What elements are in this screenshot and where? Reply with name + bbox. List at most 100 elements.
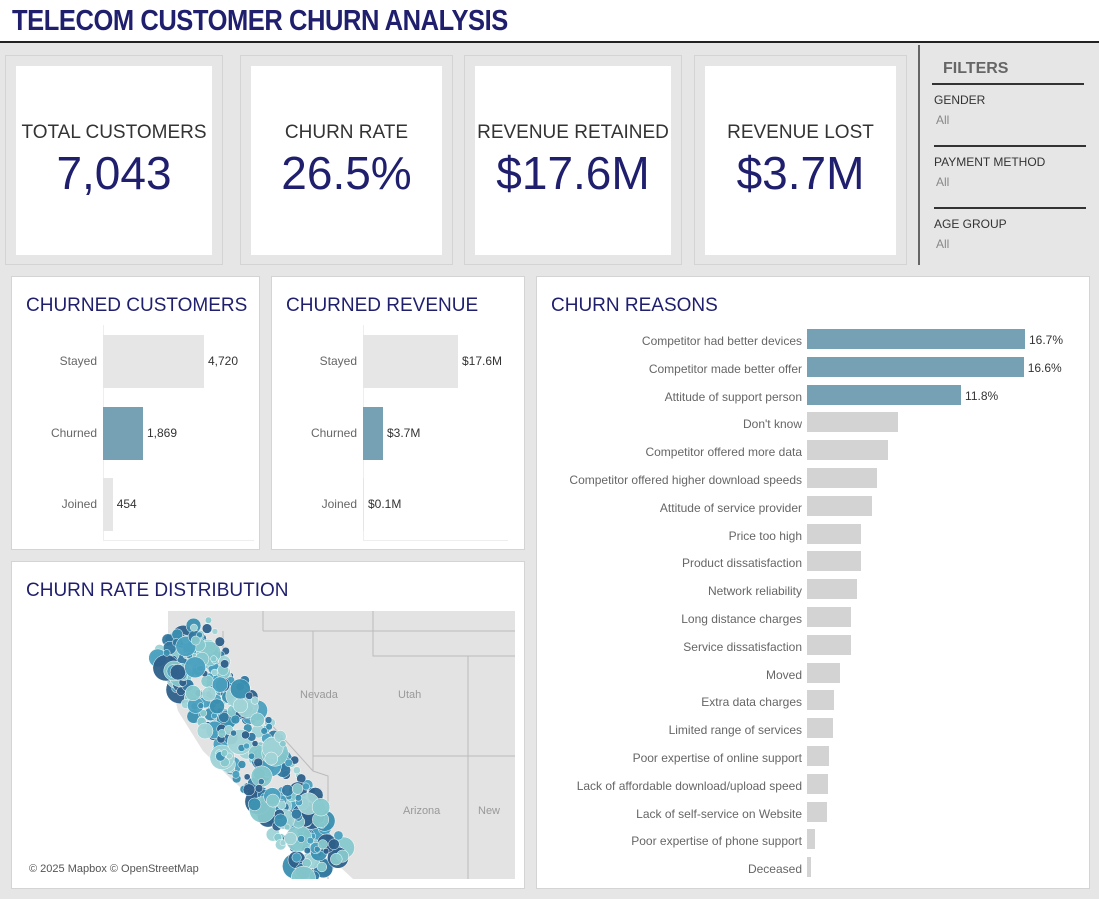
reason-bar[interactable] — [807, 440, 888, 461]
map-point — [302, 782, 310, 791]
filter-dropdown[interactable]: All — [936, 113, 950, 127]
reason-bar[interactable] — [807, 551, 861, 572]
bar[interactable] — [103, 406, 143, 460]
reason-label: Moved — [765, 667, 802, 682]
map-point — [316, 861, 328, 873]
bar[interactable] — [363, 335, 458, 388]
churn-reasons-title: CHURN REASONS — [551, 295, 718, 316]
reason-bar[interactable] — [807, 829, 815, 850]
map-point — [201, 686, 217, 702]
reason-label: Lack of self-service on Website — [636, 806, 802, 821]
map-point — [190, 623, 198, 632]
kpi-card: TOTAL CUSTOMERS 7,043 — [5, 55, 223, 265]
map-point — [248, 752, 256, 760]
map-point — [204, 616, 213, 624]
map-point — [273, 813, 288, 828]
map-state-label: New — [478, 805, 500, 817]
reason-bar[interactable] — [807, 523, 861, 544]
churned-revenue-title: CHURNED REVENUE — [286, 295, 479, 316]
reason-bar[interactable] — [807, 579, 857, 600]
reason-bar[interactable] — [807, 690, 835, 711]
bar-label: Churned — [50, 425, 97, 440]
churn-map[interactable]: Nevada Utah Arizona New — [23, 611, 515, 879]
reason-bar[interactable] — [807, 857, 811, 878]
bar-label: Stayed — [59, 354, 97, 368]
reason-label: Poor expertise of online support — [632, 751, 802, 765]
reason-label: Don't know — [743, 417, 802, 432]
map-point — [242, 783, 256, 797]
map-point — [210, 655, 218, 663]
reason-value: 11.8% — [965, 388, 999, 403]
bar-label: Joined — [321, 497, 357, 511]
map-point — [214, 636, 225, 647]
bar[interactable] — [103, 478, 113, 531]
reason-bar[interactable] — [807, 773, 828, 794]
map-point — [232, 698, 248, 714]
reason-label: Competitor had better devices — [641, 334, 802, 348]
map-point — [251, 740, 259, 747]
filters-title: FILTERS — [943, 60, 1009, 77]
bar-value: 454 — [116, 497, 137, 511]
reason-bar[interactable] — [807, 634, 852, 655]
map-point — [184, 656, 206, 679]
reason-label: Long distance charges — [681, 612, 802, 626]
map-attribution[interactable]: © 2025 Mapbox © OpenStreetMap — [26, 862, 202, 876]
map-point — [230, 714, 241, 725]
map-point — [211, 676, 229, 693]
map-point — [322, 847, 330, 855]
filter-label: GENDER — [934, 93, 986, 107]
map-point — [201, 623, 213, 634]
reason-bar[interactable] — [807, 662, 840, 683]
filter-dropdown[interactable]: All — [936, 175, 950, 189]
map-point — [237, 760, 247, 769]
axis-line — [103, 540, 254, 541]
map-point — [200, 674, 214, 688]
map-point — [217, 729, 227, 738]
churn-reasons-panel: CHURN REASONS Competitor had better devi… — [536, 276, 1090, 889]
reason-bar[interactable] — [807, 468, 878, 488]
bar[interactable] — [363, 478, 364, 531]
filter-divider — [934, 207, 1086, 209]
reason-bar[interactable] — [807, 746, 830, 766]
map-point — [264, 716, 273, 724]
reason-label: Product dissatisfaction — [681, 556, 802, 571]
map-point — [169, 664, 186, 681]
reason-bar[interactable] — [807, 356, 1024, 377]
map-point — [330, 852, 343, 866]
map-point — [311, 798, 331, 817]
bar[interactable] — [363, 406, 383, 460]
map-point — [291, 852, 302, 863]
map-point — [313, 845, 321, 853]
map-point — [247, 797, 262, 811]
reason-value: 16.6% — [1027, 360, 1062, 375]
kpi-value: 7,043 — [56, 146, 172, 199]
kpi-value: $17.6M — [496, 146, 650, 199]
map-point — [290, 865, 316, 879]
bar-value: $0.1M — [368, 497, 402, 511]
map-state-label: Nevada — [300, 689, 339, 701]
reason-bar[interactable] — [807, 718, 834, 739]
reason-bar[interactable] — [807, 412, 899, 433]
filter-dropdown[interactable]: All — [936, 237, 950, 251]
bar-value: 4,720 — [208, 354, 239, 368]
reason-bar[interactable] — [807, 495, 873, 516]
reason-label: Network reliability — [707, 584, 802, 599]
reason-bar[interactable] — [807, 329, 1025, 349]
divider — [918, 45, 920, 265]
reason-value: 16.7% — [1029, 333, 1064, 347]
reason-bar[interactable] — [807, 607, 852, 627]
map-point — [291, 808, 302, 820]
reason-bar[interactable] — [807, 801, 827, 822]
filter-label: AGE GROUP — [934, 217, 1007, 231]
map-point — [265, 723, 273, 731]
kpi-value: $3.7M — [736, 146, 865, 199]
map-point — [328, 838, 340, 850]
reason-bar[interactable] — [807, 384, 962, 405]
map-point — [303, 847, 311, 855]
reason-label: Competitor made better offer — [648, 361, 802, 376]
bar[interactable] — [103, 335, 204, 388]
map-point — [317, 839, 328, 850]
map-state-label: Arizona — [403, 805, 441, 817]
churn-map-title: CHURN RATE DISTRIBUTION — [26, 580, 289, 601]
reason-label: Deceased — [747, 862, 802, 877]
